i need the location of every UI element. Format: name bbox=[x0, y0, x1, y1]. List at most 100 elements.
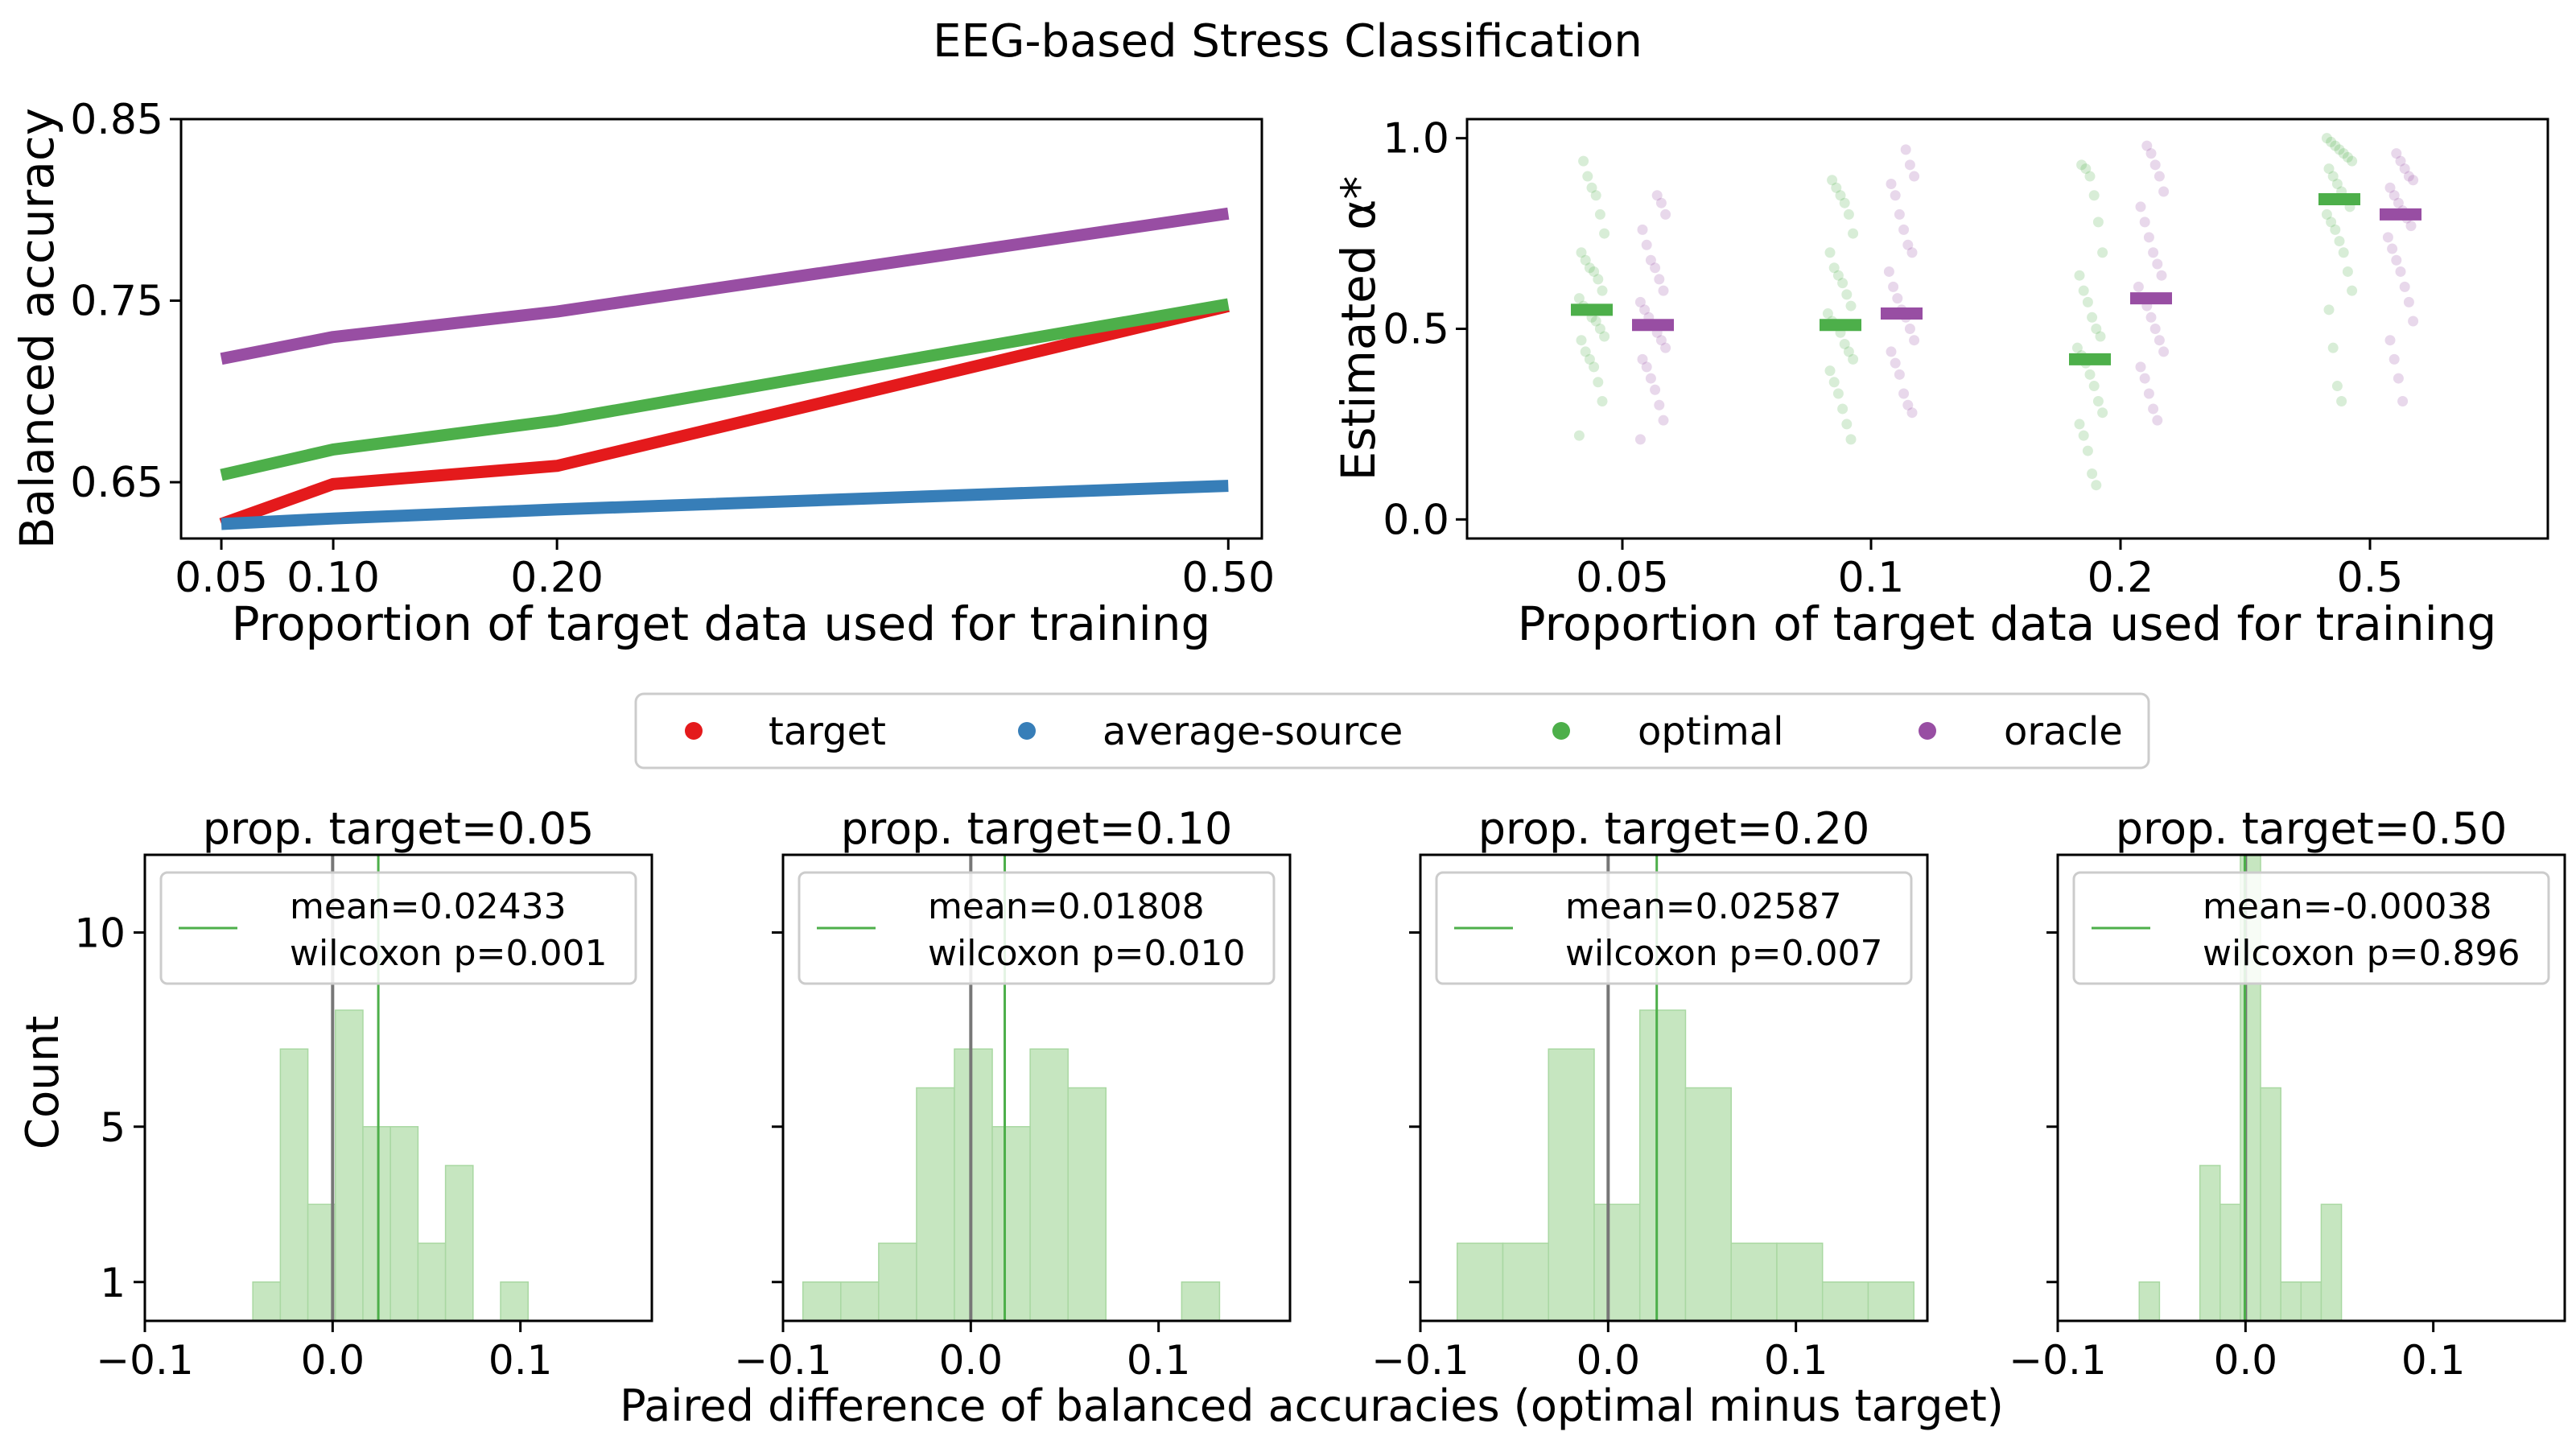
alpha-point-oracle bbox=[1906, 247, 1918, 258]
x-tick-label: 0.2 bbox=[2088, 554, 2154, 602]
alpha-point-oracle bbox=[2387, 243, 2398, 254]
histogram-bar bbox=[1776, 1242, 1824, 1322]
histogram-bar bbox=[1730, 1242, 1778, 1322]
alpha-point-oracle bbox=[2141, 140, 2153, 151]
alpha-point-oracle bbox=[1658, 415, 1669, 426]
alpha-point-optimal bbox=[2327, 342, 2339, 353]
histogram-panel-3: prop. target=0.50 −0.1 0.0 0.1 mean=-0.00038… bbox=[2009, 803, 2566, 1384]
alpha-point-optimal bbox=[2080, 163, 2092, 175]
histogram-bar bbox=[362, 1126, 391, 1322]
alpha-point-oracle bbox=[1637, 224, 1648, 235]
alpha-point-oracle bbox=[2388, 353, 2400, 365]
alpha-point-oracle bbox=[2139, 217, 2150, 228]
alpha-point-optimal bbox=[1843, 346, 1854, 357]
alpha-point-optimal bbox=[2092, 217, 2104, 228]
alpha-point-oracle bbox=[1886, 346, 1897, 357]
alpha-point-oracle bbox=[1650, 262, 1661, 274]
alpha-point-optimal bbox=[2342, 266, 2353, 277]
alpha-point-optimal bbox=[2330, 140, 2341, 151]
histogram-bar bbox=[2138, 1281, 2161, 1322]
alpha-point-oracle bbox=[2148, 403, 2159, 415]
alpha-point-optimal bbox=[2078, 430, 2089, 441]
alpha-point-optimal bbox=[1586, 182, 1597, 193]
alpha-point-optimal bbox=[2330, 224, 2341, 235]
alpha-point-optimal bbox=[2347, 285, 2358, 296]
alpha-point-oracle bbox=[1660, 208, 1671, 220]
alpha-point-optimal bbox=[1580, 254, 1591, 266]
alpha-point-optimal bbox=[2088, 190, 2100, 201]
histogram-bar bbox=[2260, 1087, 2281, 1322]
y-tick-label: 5 bbox=[100, 1104, 126, 1151]
alpha-point-oracle bbox=[1654, 274, 1665, 285]
x-tick-label: 0.05 bbox=[175, 554, 268, 602]
alpha-point-oracle bbox=[1894, 369, 1905, 380]
alpha-point-oracle bbox=[2148, 247, 2159, 258]
histogram-bar bbox=[802, 1281, 842, 1322]
legend-marker-oracle bbox=[1919, 722, 1936, 740]
series-line-target bbox=[219, 300, 1230, 530]
alpha-point-optimal bbox=[1828, 377, 1840, 388]
alpha-point-oracle bbox=[1909, 335, 1920, 346]
histogram-title: prop. target=0.20 bbox=[1478, 803, 1870, 854]
alpha-point-oracle bbox=[1645, 254, 1656, 266]
alpha-point-optimal bbox=[2088, 381, 2100, 392]
histogram-bar bbox=[1684, 1087, 1732, 1322]
histogram-frame bbox=[2056, 853, 2566, 1322]
alpha-point-optimal bbox=[1848, 228, 1859, 239]
legend-marker-optimal bbox=[1552, 722, 1570, 740]
alpha-point-optimal bbox=[2092, 395, 2104, 406]
histogram-bar bbox=[1821, 1281, 1869, 1322]
line-chart-ticks: 0.05 0.10 0.20 0.50 0.65 0.75 0.85 bbox=[70, 96, 1275, 602]
histogram-frame bbox=[143, 853, 653, 1322]
alpha-point-optimal bbox=[2338, 148, 2349, 159]
alpha-point-oracle bbox=[2149, 324, 2161, 334]
alpha-point-optimal bbox=[1576, 335, 1587, 346]
alpha-point-optimal bbox=[2323, 304, 2335, 316]
line-chart-series bbox=[219, 207, 1230, 530]
strip-plot-xlabel: Proportion of target data used for train… bbox=[1518, 596, 2497, 651]
histogram-title: prop. target=0.10 bbox=[841, 803, 1233, 854]
alpha-point-optimal bbox=[2321, 133, 2332, 144]
alpha-point-oracle bbox=[2145, 312, 2157, 323]
alpha-point-optimal bbox=[1828, 262, 1840, 274]
alpha-point-optimal bbox=[1589, 361, 1600, 373]
histogram-title: prop. target=0.50 bbox=[2116, 803, 2508, 854]
histogram-bar bbox=[1181, 1281, 1221, 1322]
legend-label-optimal: optimal bbox=[1638, 709, 1784, 754]
alpha-point-oracle bbox=[2154, 171, 2165, 182]
histogram-legend-box bbox=[1435, 871, 1913, 985]
alpha-point-oracle bbox=[2393, 373, 2404, 384]
alpha-point-oracle bbox=[1641, 239, 1652, 250]
histogram-bar bbox=[335, 1009, 364, 1322]
alpha-point-optimal bbox=[1832, 270, 1844, 281]
alpha-point-optimal bbox=[2097, 247, 2108, 258]
alpha-point-optimal bbox=[1593, 274, 1604, 285]
histogram-bar bbox=[840, 1281, 880, 1322]
histogram-legend-wilcoxon: wilcoxon p=0.001 bbox=[290, 933, 607, 974]
histogram-legend-mean: mean=0.02433 bbox=[290, 886, 567, 927]
alpha-point-oracle bbox=[1902, 399, 1914, 411]
alpha-point-oracle bbox=[2399, 163, 2410, 175]
alpha-point-oracle bbox=[1900, 144, 1911, 155]
histogram-legend: mean=0.02433 wilcoxon p=0.001 bbox=[159, 871, 637, 985]
legend-marker-average-source bbox=[1018, 722, 1036, 740]
alpha-point-oracle bbox=[2152, 415, 2163, 426]
line-chart-ylabel: Balanced accuracy bbox=[10, 108, 64, 549]
histogram-bar bbox=[2320, 1203, 2343, 1322]
histogram-legend-wilcoxon: wilcoxon p=0.007 bbox=[1565, 933, 1882, 974]
x-tick-label: −0.1 bbox=[2009, 1337, 2106, 1384]
alpha-point-optimal bbox=[1841, 419, 1853, 430]
alpha-point-optimal bbox=[2091, 324, 2102, 334]
histogram-legend: mean=-0.00038 wilcoxon p=0.896 bbox=[2072, 871, 2550, 985]
alpha-point-oracle bbox=[1890, 357, 1901, 369]
alpha-point-optimal bbox=[2326, 217, 2337, 228]
y-tick-label: 0.75 bbox=[70, 278, 163, 326]
alpha-point-oracle bbox=[1902, 239, 1914, 250]
alpha-point-oracle bbox=[2133, 281, 2144, 292]
alpha-point-oracle bbox=[1892, 293, 1903, 304]
y-tick-label: 1 bbox=[100, 1260, 126, 1306]
alpha-point-oracle bbox=[2391, 148, 2402, 159]
alpha-point-oracle bbox=[1634, 296, 1646, 307]
alpha-point-oracle bbox=[1655, 197, 1667, 208]
